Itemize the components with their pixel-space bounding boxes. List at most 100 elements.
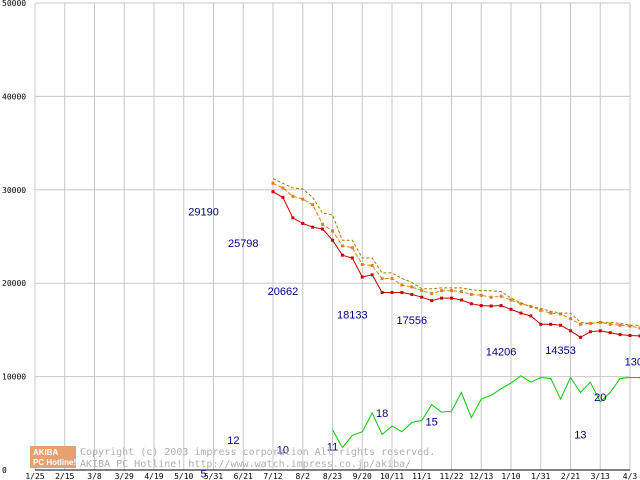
series-price_avg (272, 182, 640, 329)
data-label: 12 (227, 435, 239, 447)
point-price_avg (400, 283, 404, 287)
point-price_avg (628, 324, 632, 328)
point-price_avg (420, 289, 424, 293)
point-price_min (430, 299, 434, 303)
x-tick-label: 1/25 (25, 472, 44, 480)
point-price_avg (360, 263, 364, 267)
point-price_min (400, 291, 404, 295)
point-price_min (509, 307, 513, 311)
point-price_min (281, 195, 285, 199)
point-price_avg (519, 302, 523, 306)
point-price_min (549, 322, 553, 326)
data-label: 14206 (486, 346, 517, 358)
point-price_avg (569, 317, 572, 321)
point-price_min (638, 334, 640, 338)
point-price_min (420, 295, 424, 299)
series-price_min (272, 191, 640, 338)
point-price_min (340, 253, 344, 257)
point-price_min (440, 296, 444, 300)
point-price_avg (331, 229, 334, 233)
point-price_avg (549, 311, 553, 315)
point-price_min (410, 292, 414, 296)
x-tick-label: 2/21 (561, 472, 580, 480)
point-price_min (608, 331, 612, 335)
x-tick-label: 4/19 (144, 472, 163, 480)
credit-overlay: AKIBA PC Hotline! Copyright (c) 2003 imp… (30, 446, 435, 470)
series-shop_count (332, 375, 640, 449)
data-label: 29190 (188, 206, 219, 218)
point-price_min (578, 335, 582, 339)
x-tick-label: 8/23 (323, 472, 342, 480)
point-price_avg (271, 181, 275, 185)
point-price_min (529, 314, 533, 318)
y-tick-label: 30000 (2, 186, 26, 195)
x-tick-label: 5/31 (204, 472, 223, 480)
y-tick-label: 0 (2, 466, 7, 475)
point-price_avg (390, 277, 394, 281)
logo-line2: PC Hotline! (33, 458, 76, 467)
point-price_min (628, 334, 632, 338)
point-price_min (370, 273, 374, 277)
point-price_avg (321, 222, 325, 226)
akiba-logo (30, 446, 76, 468)
point-price_avg (499, 294, 503, 298)
point-price_avg (301, 197, 305, 201)
point-price_avg (340, 244, 344, 248)
site-url-text: AKIBA PC Hotline! http://www.watch.impre… (80, 459, 411, 470)
point-price_min (618, 333, 622, 337)
data-label: 11 (327, 442, 338, 454)
point-price_avg (440, 289, 444, 293)
point-price_min (291, 216, 295, 220)
chart-grid (34, 2, 631, 471)
point-price_min (479, 304, 483, 308)
point-price_min (559, 323, 563, 327)
x-tick-label: 5/10 (174, 472, 193, 480)
point-price_min (331, 238, 334, 242)
series-lines (271, 178, 640, 449)
series-price_max (272, 178, 640, 326)
x-tick-label: 10/11 (380, 472, 404, 480)
data-label: 13 (574, 429, 586, 441)
point-price_avg (598, 320, 602, 324)
point-price_min (588, 330, 592, 334)
point-price_min (499, 304, 503, 308)
x-tick-label: 11/22 (439, 472, 463, 480)
data-label: 15 (426, 416, 438, 428)
y-tick-label: 20000 (2, 279, 26, 288)
point-price_avg (479, 293, 483, 297)
point-price_avg (539, 308, 543, 312)
y-axis-ticks: 50000 40000 30000 20000 10000 0 (2, 0, 26, 475)
point-price_min (390, 291, 394, 295)
point-price_avg (311, 203, 315, 207)
x-tick-label: 3/13 (591, 472, 610, 480)
point-price_avg (578, 322, 582, 326)
data-label: 18 (376, 408, 388, 420)
point-price_avg (350, 246, 354, 250)
data-label: 25798 (228, 238, 259, 250)
point-price_min (271, 190, 275, 194)
point-price_avg (608, 322, 612, 326)
point-price_min (450, 296, 453, 300)
point-price_min (311, 225, 315, 229)
point-price_avg (430, 291, 434, 295)
copyright-text: Copyright (c) 2003 impress corporation A… (80, 447, 435, 458)
x-tick-label: 4/3 (623, 472, 638, 480)
data-annotations: 29190 25798 20662 18133 17556 14206 14353 13093… (188, 206, 640, 480)
point-price_avg (509, 298, 513, 302)
x-tick-label: 3/8 (87, 472, 102, 480)
point-price_min (350, 256, 354, 260)
y-tick-label: 10000 (2, 373, 26, 382)
point-price_min (469, 302, 473, 306)
x-tick-label: 6/21 (234, 472, 253, 480)
x-tick-label: 1/10 (501, 472, 520, 480)
x-tick-label: 12/13 (469, 472, 493, 480)
point-price_avg (459, 290, 463, 294)
point-price_min (459, 298, 463, 302)
point-price_min (380, 291, 384, 295)
point-price_avg (618, 323, 622, 327)
point-price_min (489, 304, 493, 308)
point-price_min (539, 322, 543, 326)
point-price_avg (588, 321, 592, 325)
data-label: 20 (594, 392, 606, 404)
data-label: 14353 (545, 345, 576, 357)
